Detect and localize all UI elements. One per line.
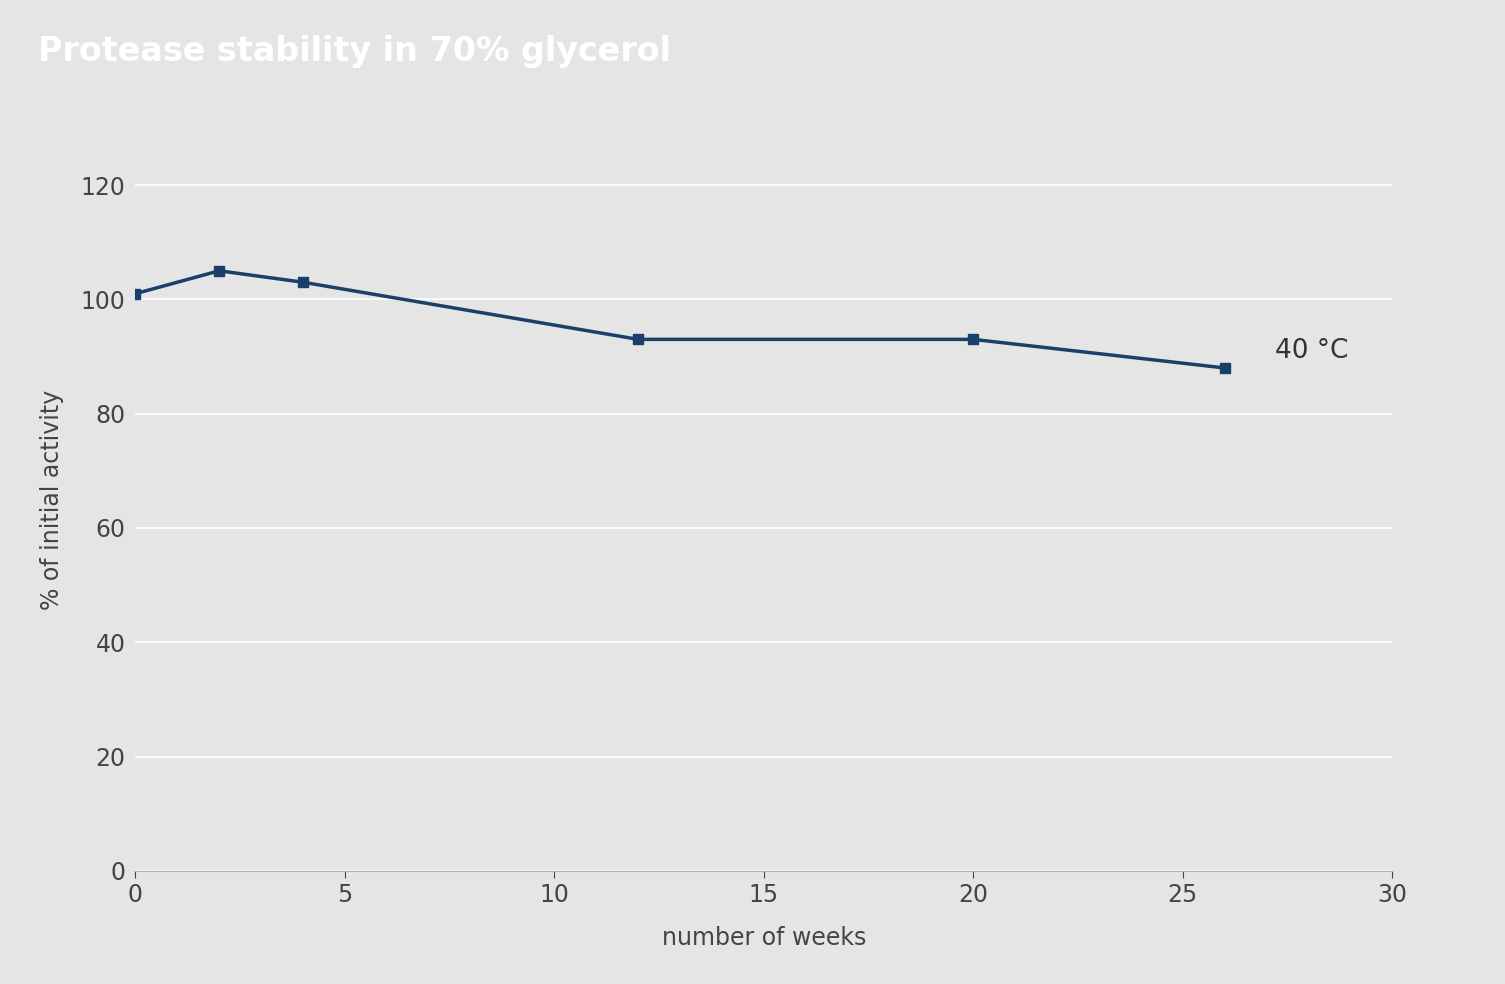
X-axis label: number of weeks: number of weeks <box>662 926 865 951</box>
Text: 40 °C: 40 °C <box>1275 338 1348 364</box>
Y-axis label: % of initial activity: % of initial activity <box>41 390 65 609</box>
Text: Protease stability in 70% glycerol: Protease stability in 70% glycerol <box>38 35 671 68</box>
